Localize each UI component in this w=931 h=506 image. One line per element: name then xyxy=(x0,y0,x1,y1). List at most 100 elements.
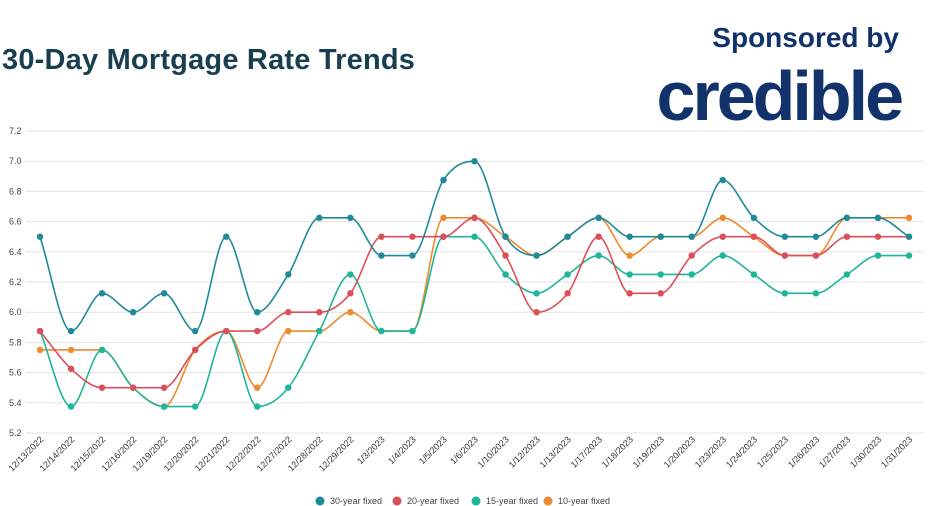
data-point[interactable] xyxy=(254,403,261,410)
data-point[interactable] xyxy=(191,327,199,335)
data-point[interactable] xyxy=(440,176,447,184)
data-point[interactable] xyxy=(812,290,820,297)
data-point[interactable] xyxy=(223,233,230,240)
x-tick-label: 1/26/2023 xyxy=(786,434,821,469)
data-point[interactable] xyxy=(812,252,820,259)
x-tick-label: 1/4/2023 xyxy=(386,434,418,466)
data-point[interactable] xyxy=(750,271,758,278)
data-point[interactable] xyxy=(781,290,789,297)
data-point[interactable] xyxy=(502,233,509,240)
data-point[interactable] xyxy=(440,214,447,222)
data-point[interactable] xyxy=(471,214,478,222)
data-point[interactable] xyxy=(223,327,230,335)
data-point[interactable] xyxy=(347,290,354,297)
data-point[interactable] xyxy=(595,252,602,259)
data-point[interactable] xyxy=(36,346,44,354)
data-point[interactable] xyxy=(781,233,789,240)
data-point[interactable] xyxy=(347,271,354,278)
data-point[interactable] xyxy=(254,384,261,391)
data-point[interactable] xyxy=(812,233,820,240)
data-point[interactable] xyxy=(67,346,75,354)
legend-item[interactable]: 20-year fixed xyxy=(392,496,460,506)
data-point[interactable] xyxy=(378,327,385,335)
data-point[interactable] xyxy=(285,327,292,335)
data-point[interactable] xyxy=(657,290,664,297)
data-point[interactable] xyxy=(129,309,137,316)
data-point[interactable] xyxy=(254,327,261,335)
data-point[interactable] xyxy=(316,214,323,222)
data-point[interactable] xyxy=(781,252,789,259)
legend-label: 30-year fixed xyxy=(330,496,382,506)
data-point[interactable] xyxy=(843,233,851,240)
data-point[interactable] xyxy=(98,384,106,391)
data-point[interactable] xyxy=(409,252,416,259)
data-point[interactable] xyxy=(471,158,478,165)
legend-item[interactable]: 15-year fixed xyxy=(471,496,539,506)
data-point[interactable] xyxy=(626,252,633,259)
data-point[interactable] xyxy=(688,233,695,240)
data-point[interactable] xyxy=(36,233,44,240)
data-point[interactable] xyxy=(285,384,292,391)
data-point[interactable] xyxy=(595,214,602,222)
data-point[interactable] xyxy=(874,214,882,222)
data-point[interactable] xyxy=(564,233,571,240)
data-point[interactable] xyxy=(316,327,323,335)
legend-marker xyxy=(392,496,402,506)
data-point[interactable] xyxy=(626,290,633,297)
data-point[interactable] xyxy=(502,271,509,278)
data-point[interactable] xyxy=(67,365,75,373)
data-point[interactable] xyxy=(626,233,633,240)
data-point[interactable] xyxy=(905,252,913,259)
data-point[interactable] xyxy=(657,271,664,278)
data-point[interactable] xyxy=(905,233,913,240)
data-point[interactable] xyxy=(98,346,106,354)
data-point[interactable] xyxy=(905,214,913,222)
data-point[interactable] xyxy=(67,403,75,410)
data-point[interactable] xyxy=(67,327,75,335)
data-point[interactable] xyxy=(843,271,851,278)
data-point[interactable] xyxy=(502,252,509,259)
data-point[interactable] xyxy=(564,290,571,297)
data-point[interactable] xyxy=(595,233,602,240)
data-point[interactable] xyxy=(719,252,726,259)
data-point[interactable] xyxy=(471,233,478,240)
data-point[interactable] xyxy=(626,271,633,278)
sponsor-logo[interactable]: credible xyxy=(656,57,904,135)
data-point[interactable] xyxy=(129,384,137,391)
data-point[interactable] xyxy=(657,233,664,240)
data-point[interactable] xyxy=(347,214,354,222)
data-point[interactable] xyxy=(191,403,199,410)
data-point[interactable] xyxy=(688,271,695,278)
data-point[interactable] xyxy=(843,214,851,222)
data-point[interactable] xyxy=(409,233,416,240)
data-point[interactable] xyxy=(719,214,726,222)
data-point[interactable] xyxy=(750,233,758,240)
data-point[interactable] xyxy=(160,384,168,391)
data-point[interactable] xyxy=(98,290,106,297)
data-point[interactable] xyxy=(533,252,540,259)
data-point[interactable] xyxy=(160,403,168,410)
legend-item[interactable]: 30-year fixed xyxy=(315,496,383,506)
data-point[interactable] xyxy=(378,252,385,259)
data-point[interactable] xyxy=(254,309,261,316)
data-point[interactable] xyxy=(874,252,882,259)
legend-item[interactable]: 10-year fixed xyxy=(543,496,611,506)
data-point[interactable] xyxy=(409,327,416,335)
data-point[interactable] xyxy=(316,309,323,316)
data-point[interactable] xyxy=(191,346,199,354)
data-point[interactable] xyxy=(564,271,571,278)
data-point[interactable] xyxy=(750,214,758,222)
data-point[interactable] xyxy=(688,252,695,259)
data-point[interactable] xyxy=(533,290,540,297)
data-point[interactable] xyxy=(285,271,292,278)
data-point[interactable] xyxy=(160,290,168,297)
data-point[interactable] xyxy=(719,176,726,184)
data-point[interactable] xyxy=(719,233,726,240)
data-point[interactable] xyxy=(533,309,540,316)
data-point[interactable] xyxy=(285,309,292,316)
data-point[interactable] xyxy=(874,233,882,240)
data-point[interactable] xyxy=(36,327,44,335)
data-point[interactable] xyxy=(440,233,447,240)
data-point[interactable] xyxy=(347,309,354,316)
data-point[interactable] xyxy=(378,233,385,240)
